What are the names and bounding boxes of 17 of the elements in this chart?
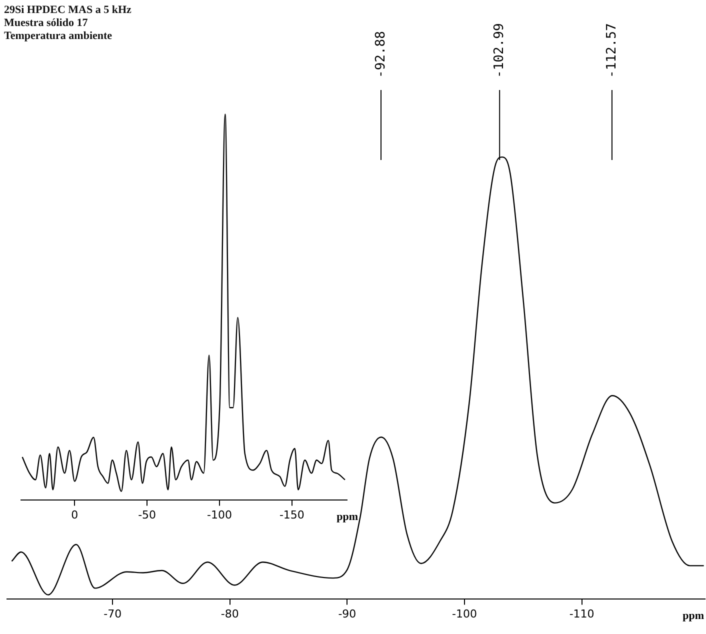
x-tick-label: -100: [207, 508, 232, 522]
x-tick-label: -110: [569, 607, 594, 620]
annotation: -112.57: [604, 23, 620, 78]
x-tick-label: -90: [338, 607, 356, 620]
x-tick-label: -100: [452, 607, 477, 620]
chart-subtitle: Muestra sólido 17: [4, 17, 89, 30]
text: Temperatura ambiente: [4, 30, 114, 43]
annotation: -92.88: [373, 31, 388, 78]
x-tick-label: -50: [138, 508, 156, 522]
chart-title: 29Si HPDEC MAS a 5 kHz: [4, 4, 132, 17]
x-tick-label: 0: [71, 508, 78, 522]
x-axis-title: ppm: [682, 610, 704, 622]
x-axis-title: ppm: [336, 511, 358, 524]
x-tick-label: -70: [104, 607, 122, 620]
annotation: -102.99: [492, 23, 507, 78]
x-tick-label: -150: [279, 508, 304, 522]
x-tick-label: -80: [220, 607, 239, 620]
